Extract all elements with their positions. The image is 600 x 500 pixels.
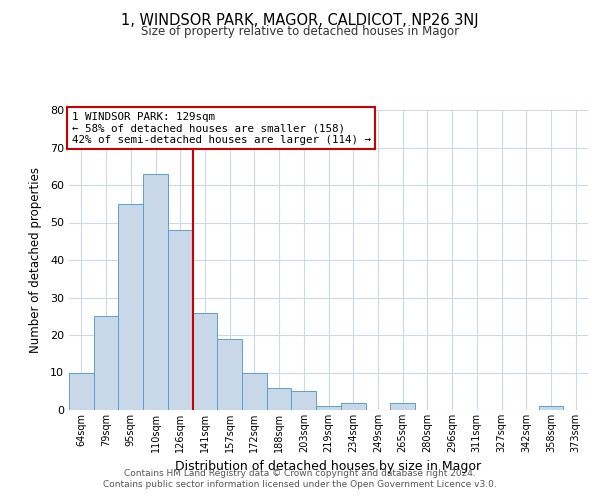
- Bar: [390, 402, 415, 410]
- Bar: [292, 391, 316, 410]
- Bar: [69, 372, 94, 410]
- Text: Size of property relative to detached houses in Magor: Size of property relative to detached ho…: [141, 25, 459, 38]
- Bar: [267, 388, 292, 410]
- Bar: [341, 402, 365, 410]
- Bar: [316, 406, 341, 410]
- Bar: [168, 230, 193, 410]
- Text: Contains public sector information licensed under the Open Government Licence v3: Contains public sector information licen…: [103, 480, 497, 489]
- Bar: [143, 174, 168, 410]
- Bar: [217, 339, 242, 410]
- Bar: [94, 316, 118, 410]
- Bar: [539, 406, 563, 410]
- Bar: [118, 204, 143, 410]
- Bar: [193, 312, 217, 410]
- X-axis label: Distribution of detached houses by size in Magor: Distribution of detached houses by size …: [175, 460, 482, 473]
- Text: 1 WINDSOR PARK: 129sqm
← 58% of detached houses are smaller (158)
42% of semi-de: 1 WINDSOR PARK: 129sqm ← 58% of detached…: [71, 112, 371, 144]
- Bar: [242, 372, 267, 410]
- Text: 1, WINDSOR PARK, MAGOR, CALDICOT, NP26 3NJ: 1, WINDSOR PARK, MAGOR, CALDICOT, NP26 3…: [121, 12, 479, 28]
- Text: Contains HM Land Registry data © Crown copyright and database right 2024.: Contains HM Land Registry data © Crown c…: [124, 468, 476, 477]
- Y-axis label: Number of detached properties: Number of detached properties: [29, 167, 41, 353]
